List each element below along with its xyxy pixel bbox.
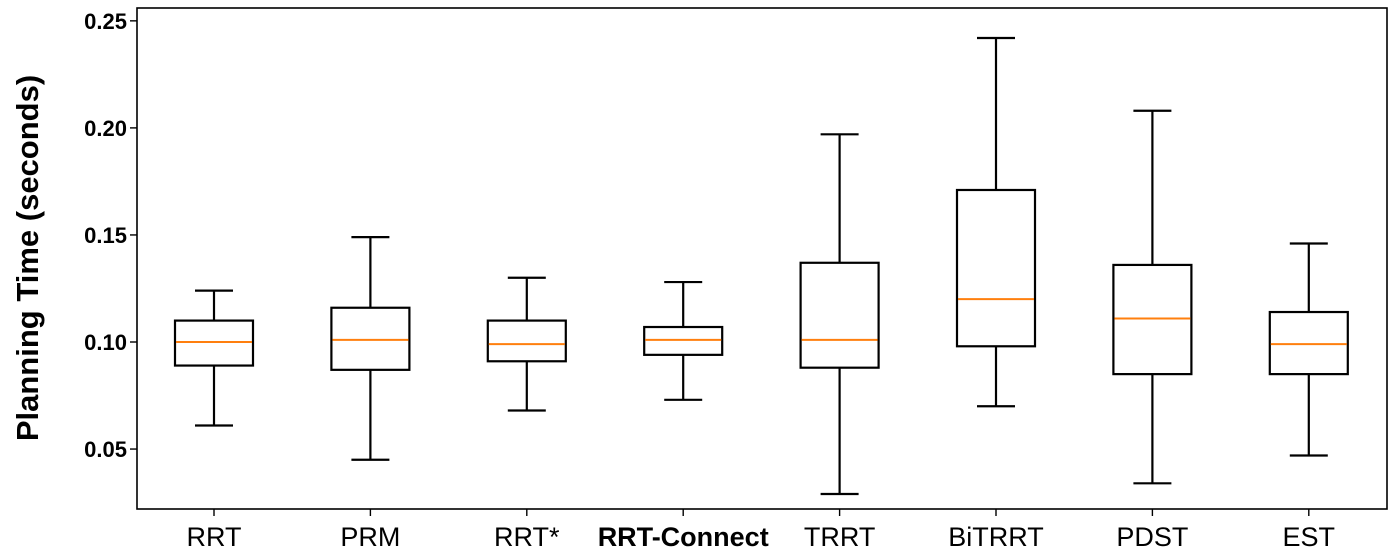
x-tick-label: RRT: [186, 522, 241, 552]
box-item: [173, 289, 255, 427]
box-item: [486, 276, 567, 412]
x-tick-label: EST: [1283, 522, 1336, 552]
box-item: [1112, 109, 1193, 485]
y-tick-label: 0.20: [84, 116, 127, 141]
x-tick-label: RRT-Connect: [598, 522, 769, 552]
plot-frame: [136, 7, 1388, 510]
y-axis: 0.05 0.10 0.15 0.20 0.25: [84, 9, 137, 462]
iqr-box: [1268, 310, 1349, 376]
box-item: [955, 36, 1037, 408]
box-series: [173, 36, 1349, 496]
x-tick-label: TRRT: [804, 522, 876, 552]
iqr-box: [173, 319, 255, 367]
x-tick-label: PDST: [1116, 522, 1188, 552]
y-tick-label: 0.15: [84, 223, 127, 248]
iqr-box: [799, 261, 880, 369]
iqr-box: [330, 306, 411, 371]
iqr-box: [643, 325, 724, 356]
iqr-box: [486, 319, 567, 363]
box-item: [1268, 242, 1349, 457]
x-tick-label: PRM: [340, 522, 400, 552]
box-item: [643, 280, 724, 401]
box-item: [330, 235, 411, 461]
x-axis: RRT PRM RRT* RRT-Connect TRRT BiTRRT PDST EST: [186, 509, 1335, 552]
x-tick-label: RRT*: [494, 522, 560, 552]
y-tick-label: 0.05: [84, 437, 127, 462]
y-tick-label: 0.25: [84, 9, 127, 34]
y-tick-label: 0.10: [84, 330, 127, 355]
x-tick-label: BiTRRT: [948, 522, 1044, 552]
y-axis-label: Planning Time (seconds): [10, 75, 45, 441]
box-item: [799, 133, 880, 496]
iqr-box: [1112, 263, 1193, 376]
iqr-box: [955, 188, 1037, 348]
